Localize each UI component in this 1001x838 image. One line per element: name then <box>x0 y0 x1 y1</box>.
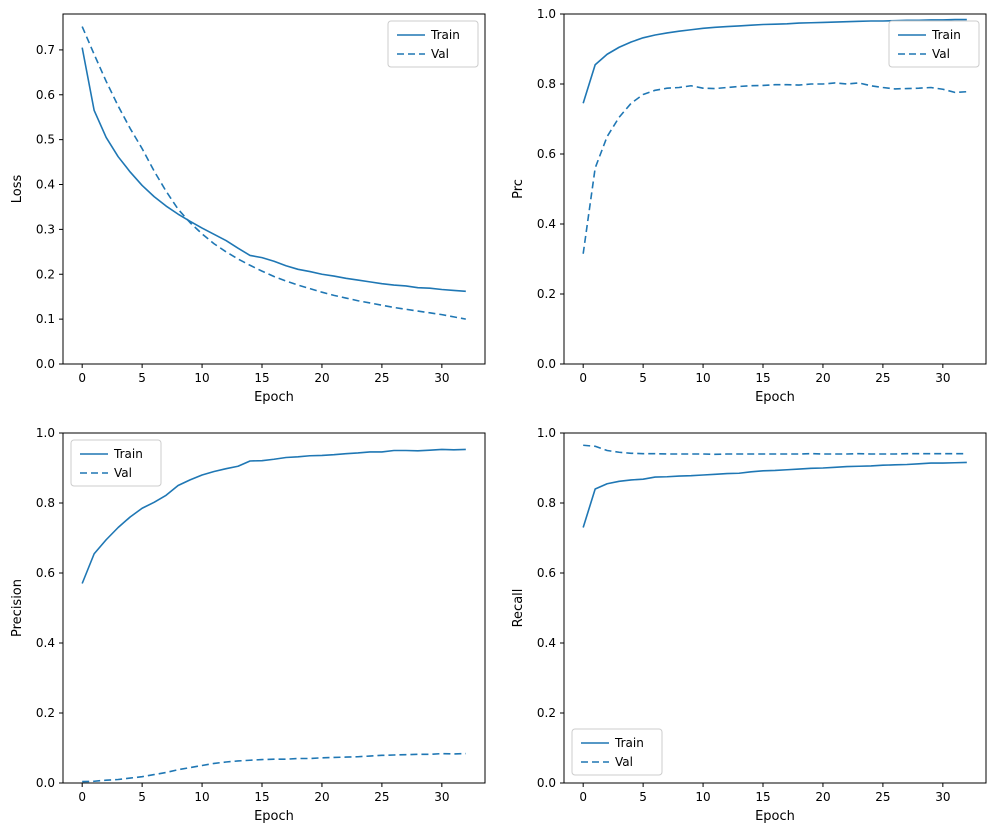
x-tick-label: 0 <box>579 790 587 804</box>
x-tick-label: 5 <box>138 371 146 385</box>
legend-box <box>70 439 162 487</box>
y-axis-label: Loss <box>10 175 25 204</box>
x-tick-label: 30 <box>935 371 950 385</box>
y-tick-label: 0.2 <box>537 287 556 301</box>
y-tick-label: 0.6 <box>537 147 556 161</box>
y-axis-label: Precision <box>10 579 25 637</box>
x-tick-label: 15 <box>254 790 269 804</box>
x-tick-label: 25 <box>875 790 890 804</box>
plot-border <box>62 13 486 365</box>
x-tick-label: 5 <box>639 790 647 804</box>
y-tick-label: 0.6 <box>36 566 55 580</box>
y-tick-label: 0.0 <box>537 776 556 790</box>
x-axis-label: Epoch <box>755 809 795 824</box>
x-tick-label: 5 <box>138 790 146 804</box>
x-tick-label: 0 <box>78 790 86 804</box>
y-tick-label: 0.1 <box>36 312 55 326</box>
legend: Train Val <box>888 20 980 68</box>
y-tick-label: 0.2 <box>36 267 55 281</box>
prc-train-line <box>582 18 967 104</box>
recall-chart: 0 5 10 15 20 25 30 0.0 0.2 0.4 0.6 0.8 1.0 Epoch Recal… <box>511 426 987 824</box>
y-tick-label: 0.0 <box>36 776 55 790</box>
y-tick-label: 0.8 <box>36 496 55 510</box>
legend-box <box>888 20 980 68</box>
y-tick-label: 0.6 <box>36 88 55 102</box>
x-tick-label: 25 <box>875 371 890 385</box>
subplot-precision: 0 5 10 15 20 25 30 0.0 0.2 0.4 0.6 0.8 1.0 Epoch Preci… <box>0 419 500 838</box>
x-tick-label: 20 <box>314 790 329 804</box>
x-tick-label: 20 <box>815 790 830 804</box>
x-axis-label: Epoch <box>254 390 294 405</box>
x-tick-label: 10 <box>194 790 209 804</box>
y-tick-label: 0.4 <box>537 217 556 231</box>
y-tick-label: 0.2 <box>537 706 556 720</box>
subplot-prc: 0 5 10 15 20 25 30 0.0 0.2 0.4 0.6 0.8 1.0 Epoch Prc Tr… <box>501 0 1001 419</box>
recall-train-line <box>582 461 967 528</box>
plot-border <box>563 13 987 365</box>
y-tick-label: 1.0 <box>537 426 556 440</box>
legend-label: Val <box>932 47 950 61</box>
x-tick-label: 10 <box>695 790 710 804</box>
x-axis-label: Epoch <box>254 809 294 824</box>
subplot-loss: 0 5 10 15 20 25 30 0.0 0.1 0.2 0.3 0.4 0.5 0.6 0.7 Epoc… <box>0 0 500 419</box>
y-tick-label: 1.0 <box>36 426 55 440</box>
x-tick-label: 30 <box>935 790 950 804</box>
x-tick-label: 15 <box>755 790 770 804</box>
legend-label: Val <box>431 47 449 61</box>
x-axis-label: Epoch <box>755 390 795 405</box>
plot-border <box>563 432 987 784</box>
legend: Train Val <box>387 20 479 68</box>
legend-box <box>387 20 479 68</box>
loss-train-line <box>81 47 466 293</box>
legend-label: Val <box>114 466 132 480</box>
y-tick-label: 0.4 <box>537 636 556 650</box>
precision-chart: 0 5 10 15 20 25 30 0.0 0.2 0.4 0.6 0.8 1.0 Epoch Preci… <box>10 426 486 824</box>
plot-border <box>62 432 486 784</box>
prc-val-line <box>582 82 967 254</box>
y-tick-label: 0.2 <box>36 706 55 720</box>
x-tick-label: 15 <box>755 371 770 385</box>
prc-chart: 0 5 10 15 20 25 30 0.0 0.2 0.4 0.6 0.8 1.0 Epoch Prc Tr… <box>511 7 987 405</box>
x-tick-label: 20 <box>815 371 830 385</box>
x-tick-label: 25 <box>374 371 389 385</box>
recall-val-line <box>583 444 967 456</box>
x-tick-label: 20 <box>314 371 329 385</box>
subplot-recall: 0 5 10 15 20 25 30 0.0 0.2 0.4 0.6 0.8 1.0 Epoch Recal… <box>501 419 1001 838</box>
x-tick-label: 30 <box>434 371 449 385</box>
loss-val-line <box>81 26 466 320</box>
loss-chart: 0 5 10 15 20 25 30 0.0 0.1 0.2 0.3 0.4 0.5 0.6 0.7 Epoc… <box>10 13 486 405</box>
y-tick-label: 0.6 <box>537 566 556 580</box>
x-tick-label: 5 <box>639 371 647 385</box>
x-tick-label: 30 <box>434 790 449 804</box>
x-tick-label: 10 <box>194 371 209 385</box>
legend-label: Train <box>113 447 143 461</box>
legend-label: Train <box>430 28 460 42</box>
y-tick-label: 0.4 <box>36 178 55 192</box>
legend-box <box>571 728 663 776</box>
y-tick-label: 0.8 <box>537 496 556 510</box>
y-tick-label: 0.5 <box>36 133 55 147</box>
precision-train-line <box>81 448 466 584</box>
x-tick-label: 0 <box>579 371 587 385</box>
x-tick-label: 25 <box>374 790 389 804</box>
x-tick-label: 15 <box>254 371 269 385</box>
legend-label: Val <box>615 755 633 769</box>
y-tick-label: 1.0 <box>537 7 556 21</box>
precision-val-line <box>82 752 466 783</box>
y-tick-label: 0.8 <box>537 77 556 91</box>
x-tick-label: 10 <box>695 371 710 385</box>
legend-label: Train <box>614 736 644 750</box>
y-axis-label: Recall <box>511 589 526 628</box>
legend-label: Train <box>931 28 961 42</box>
legend: Train Val <box>571 728 663 776</box>
y-tick-label: 0.0 <box>537 357 556 371</box>
y-tick-label: 0.4 <box>36 636 55 650</box>
y-axis-label: Prc <box>511 179 526 199</box>
y-tick-label: 0.3 <box>36 222 55 236</box>
x-tick-label: 0 <box>78 371 86 385</box>
y-tick-label: 0.7 <box>36 43 55 57</box>
legend: Train Val <box>70 439 162 487</box>
y-tick-label: 0.0 <box>36 357 55 371</box>
